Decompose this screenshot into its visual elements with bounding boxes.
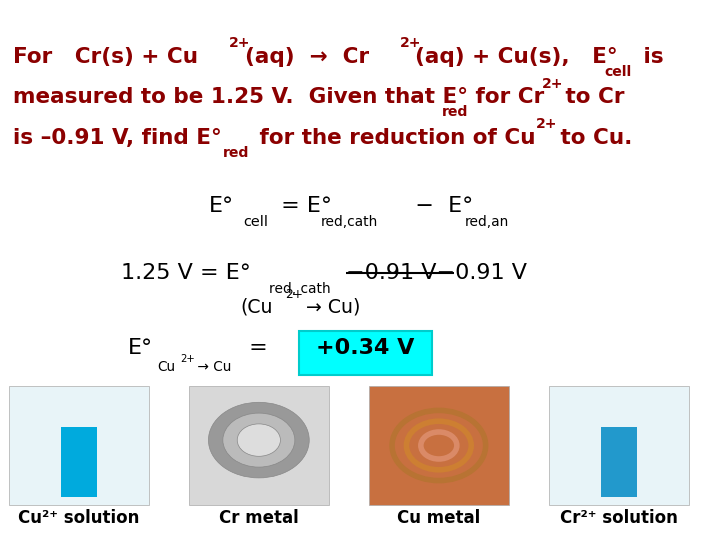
Circle shape	[238, 424, 281, 456]
Text: cell: cell	[243, 215, 269, 230]
Text: Cu: Cu	[157, 360, 175, 374]
Text: to Cr: to Cr	[558, 87, 624, 107]
Text: to Cu.: to Cu.	[553, 127, 632, 148]
Text: → Cu): → Cu)	[300, 297, 360, 316]
Circle shape	[209, 402, 310, 478]
Text: =: =	[242, 338, 275, 359]
Text: Cu²⁺ solution: Cu²⁺ solution	[18, 509, 140, 528]
Text: red, cath: red, cath	[269, 282, 331, 296]
Circle shape	[223, 413, 295, 467]
FancyBboxPatch shape	[9, 386, 149, 505]
Text: → Cu: → Cu	[193, 360, 231, 374]
Text: red,an: red,an	[464, 215, 508, 230]
Text: Cu metal: Cu metal	[397, 509, 480, 528]
Text: 2+: 2+	[400, 36, 421, 50]
Text: = E°: = E°	[274, 196, 332, 217]
Bar	[60, 427, 96, 497]
FancyBboxPatch shape	[53, 389, 104, 502]
Text: 2+: 2+	[536, 117, 557, 131]
Text: 1.25 V = E°: 1.25 V = E°	[121, 262, 251, 283]
Text: 2+: 2+	[180, 354, 194, 364]
Text: is: is	[636, 46, 664, 67]
FancyBboxPatch shape	[189, 386, 329, 505]
Bar	[601, 427, 637, 497]
Text: E°: E°	[128, 338, 153, 359]
FancyBboxPatch shape	[593, 389, 644, 502]
Text: for Cr: for Cr	[468, 87, 544, 107]
Text: 2+: 2+	[541, 77, 563, 91]
Text: red: red	[442, 105, 469, 119]
Text: red: red	[223, 146, 250, 160]
Text: +0.34 V: +0.34 V	[316, 338, 415, 359]
FancyBboxPatch shape	[299, 331, 432, 375]
Text: cell: cell	[605, 65, 632, 79]
Text: For   Cr(s) + Cu: For Cr(s) + Cu	[13, 46, 198, 67]
Text: E°: E°	[209, 196, 234, 217]
Text: 2+: 2+	[285, 288, 303, 301]
Text: is –0.91 V, find E°: is –0.91 V, find E°	[13, 127, 222, 148]
Text: measured to be 1.25 V.  Given that E°: measured to be 1.25 V. Given that E°	[13, 87, 468, 107]
Text: 2+: 2+	[229, 36, 251, 50]
Text: Cr²⁺ solution: Cr²⁺ solution	[560, 509, 678, 528]
Text: (Cu: (Cu	[240, 297, 273, 316]
FancyBboxPatch shape	[549, 386, 689, 505]
Text: for the reduction of Cu: for the reduction of Cu	[252, 127, 536, 148]
Text: (aq) + Cu(s),   E°: (aq) + Cu(s), E°	[415, 46, 618, 67]
Text: −  E°: − E°	[401, 196, 473, 217]
Text: (aq)  →  Cr: (aq) → Cr	[245, 46, 369, 67]
Text: red,cath: red,cath	[320, 215, 378, 230]
FancyBboxPatch shape	[369, 386, 509, 505]
Text: −0.91 V−0.91 V: −0.91 V−0.91 V	[346, 262, 526, 283]
Text: Cr metal: Cr metal	[219, 509, 299, 528]
